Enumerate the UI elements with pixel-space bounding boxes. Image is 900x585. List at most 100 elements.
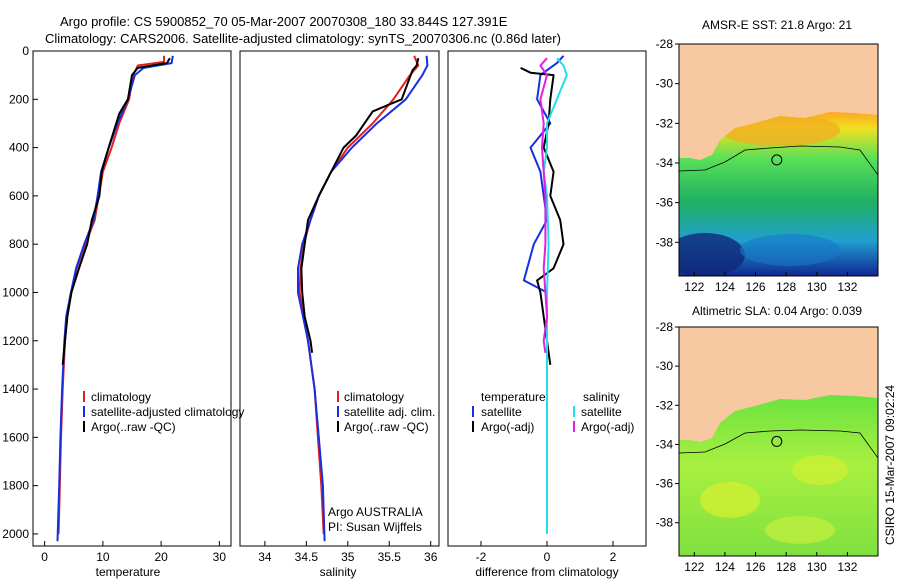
x-tick-label: -2 (476, 550, 487, 564)
y-tick-label: 1400 (2, 382, 29, 396)
legend-label-climatology: climatology (344, 390, 404, 404)
sla-coast-contour (679, 429, 878, 459)
lon-tick-label: 124 (715, 280, 735, 294)
lon-tick-label: 130 (807, 280, 827, 294)
legend-label-climatology: climatology (91, 390, 151, 404)
legend-swatch-climatology (83, 391, 85, 402)
y-tick-label: 1000 (2, 285, 29, 299)
sla-high-patch (765, 516, 835, 544)
sst-coast-contour (679, 145, 878, 176)
sst-map-title: AMSR-E SST: 21.8 Argo: 21 (702, 18, 852, 32)
x-tick-label: 2 (610, 550, 617, 564)
series-line-temperature-argo-adj- (520, 67, 565, 366)
legend-header-salinity: salinity (583, 390, 620, 404)
legend-header-temperature: temperature (481, 390, 546, 404)
legend-swatch-argo (337, 421, 339, 432)
lat-tick-label: -36 (656, 196, 674, 210)
sst-cool-patch (740, 234, 840, 266)
legend-swatch-temp-argo (472, 421, 474, 432)
sst-latitude-tick-labels: -28 -30 -32 -34 -36 -38 (656, 37, 679, 249)
lat-tick-label: -38 (656, 235, 674, 249)
y-tick-label: 200 (9, 92, 29, 106)
sla-latitude-tick-labels: -28 -30 -32 -34 -36 -38 (656, 320, 679, 530)
legend-swatch-temp-satellite (472, 406, 474, 417)
difference-tick-labels: -2 0 2 (476, 541, 617, 564)
series-line-satellite-adj-clim- (297, 55, 429, 542)
difference-legend: temperature salinity satellite Argo(-adj… (472, 390, 634, 434)
lon-tick-label: 128 (776, 280, 796, 294)
x-tick-label: 34.5 (295, 550, 319, 564)
x-tick-label: 34 (258, 550, 272, 564)
lon-tick-label: 126 (746, 280, 766, 294)
lon-tick-label: 132 (837, 280, 857, 294)
legend-swatch-climatology (337, 391, 339, 402)
series-line-salinity-satellite (542, 57, 568, 534)
x-tick-label: 0 (544, 550, 551, 564)
difference-axis-label: difference from climatology (475, 565, 618, 579)
legend-label-satellite: satellite adj. clim. (344, 405, 435, 419)
series-line-satellite-adjusted-climatology (56, 55, 174, 542)
legend-swatch-argo (83, 421, 85, 432)
lon-tick-label: 122 (684, 560, 704, 574)
sst-longitude-tick-labels: 122 124 126 128 130 132 (684, 272, 858, 294)
temperature-axis-label: temperature (96, 565, 161, 579)
x-tick-label: 30 (213, 550, 227, 564)
salinity-axis-label: salinity (320, 565, 357, 579)
figure-title-line2: Climatology: CARS2006. Satellite-adjuste… (45, 31, 561, 46)
legend-label-satellite: satellite-adjusted climatology (91, 405, 244, 419)
side-caption: CSIRO 15-Mar-2007 09:02:24 (883, 385, 897, 545)
lon-tick-label: 122 (684, 280, 704, 294)
lat-tick-label: -30 (656, 359, 674, 373)
legend-label-argo: Argo(..raw -QC) (91, 420, 176, 434)
y-tick-label: 600 (9, 189, 29, 203)
legend-label-sal-satellite: satellite (581, 405, 622, 419)
sla-map-frame (678, 326, 879, 557)
lat-tick-label: -28 (656, 37, 674, 51)
sla-high-patch (792, 455, 848, 485)
temperature-series-group (56, 55, 174, 542)
pi-annotation: PI: Susan Wijffels (328, 520, 422, 534)
temperature-axes-frame (32, 50, 232, 547)
difference-panel: -2 0 2 difference from climatology tempera… (447, 50, 647, 579)
lat-tick-label: -34 (656, 156, 674, 170)
difference-series-group (520, 55, 568, 534)
sst-cool-patch (679, 233, 745, 276)
lat-tick-label: -38 (656, 516, 674, 530)
lat-tick-label: -32 (656, 398, 674, 412)
depth-tick-labels: 0 200 400 600 800 1000 1200 1400 1600 1800 2000 (2, 44, 38, 541)
figure-title-line1: Argo profile: CS 5900852_70 05-Mar-2007 … (60, 14, 508, 29)
legend-swatch-sal-argo (573, 421, 575, 432)
series-line-argo-raw-qc- (61, 57, 171, 365)
y-tick-label: 2000 (2, 527, 29, 541)
legend-swatch-satellite (83, 406, 85, 417)
x-tick-label: 10 (96, 550, 110, 564)
sst-float-marker (771, 154, 783, 166)
lat-tick-label: -30 (656, 77, 674, 91)
x-tick-label: 35 (341, 550, 355, 564)
y-tick-label: 800 (9, 237, 29, 251)
salinity-legend: climatology satellite adj. clim. Argo(..… (337, 390, 435, 434)
salinity-axes-frame (239, 50, 440, 547)
sla-longitude-tick-labels: 122 124 126 128 130 132 (684, 552, 858, 574)
temperature-legend: climatology satellite-adjusted climatolo… (83, 390, 244, 434)
sla-high-patch (700, 482, 760, 518)
lat-tick-label: -32 (656, 116, 674, 130)
y-tick-label: 1200 (2, 334, 29, 348)
x-tick-label: 0 (41, 550, 48, 564)
legend-swatch-satellite (337, 406, 339, 417)
x-tick-label: 20 (154, 550, 168, 564)
salinity-tick-labels: 34 34.5 35 35.5 36 (258, 541, 438, 564)
salinity-panel: 34 34.5 35 35.5 36 salinity climatology sate… (239, 50, 440, 579)
legend-swatch-sal-satellite (573, 406, 575, 417)
legend-label-argo: Argo(..raw -QC) (344, 420, 429, 434)
series-line-climatology (57, 55, 165, 534)
sla-map-panel: Altimetric SLA: 0.04 Argo: 0.039 -28-30-… (656, 304, 879, 574)
temperature-panel: 0 200 400 600 800 1000 1200 1400 1600 1800 2000 0 1… (2, 44, 244, 579)
x-tick-label: 36 (424, 550, 438, 564)
series-line-climatology (298, 55, 420, 534)
lat-tick-label: -34 (656, 437, 674, 451)
sst-map-panel: AMSR-E SST: 21.8 Argo: 21 -28 -30 -32 -34 -3… (656, 18, 879, 294)
y-tick-label: 1600 (2, 430, 29, 444)
lon-tick-label: 128 (776, 560, 796, 574)
